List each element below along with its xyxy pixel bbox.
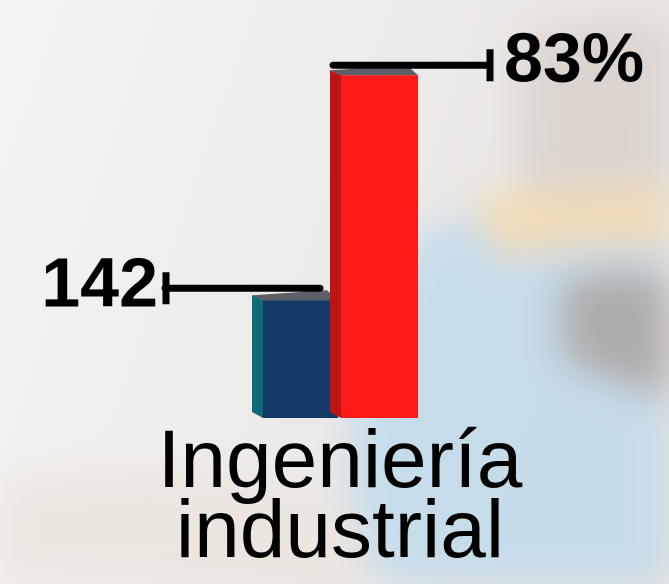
- bar-side: [252, 295, 263, 418]
- bar-top: [252, 290, 338, 301]
- value-label: 142: [41, 244, 158, 322]
- value-label: 83%: [504, 19, 644, 97]
- category-label: Ingeniería industrial: [157, 414, 523, 575]
- bar-side: [330, 70, 341, 418]
- bar: [341, 75, 418, 418]
- bar: [263, 300, 338, 418]
- background-photo: [0, 22, 669, 584]
